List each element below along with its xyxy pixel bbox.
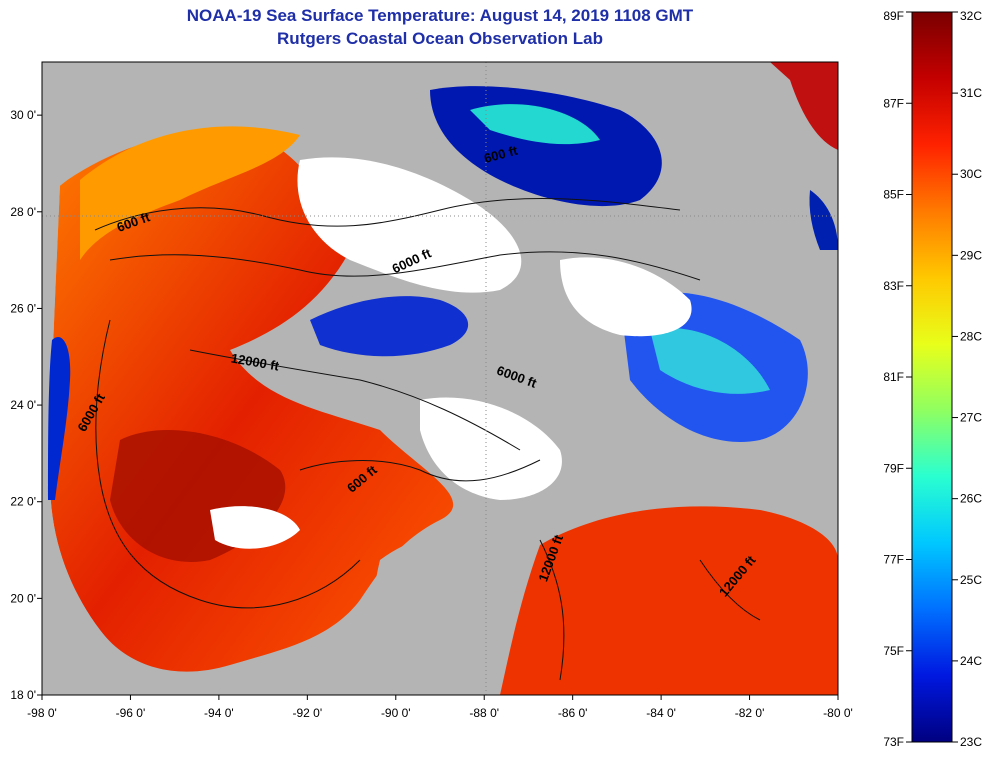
colorbar-f-label: 75F	[883, 644, 904, 658]
lon-tick-label: -90 0'	[381, 706, 411, 720]
lon-tick-label: -94 0'	[204, 706, 234, 720]
colorbar-c-label: 30C	[960, 167, 982, 181]
longitude-axis: -98 0' -96 0' -94 0' -92 0' -90 0' -88 0' -86 …	[27, 695, 853, 720]
colorbar-c-label: 28C	[960, 329, 982, 343]
cloud-gulf-center	[420, 397, 562, 500]
colorbar-f-label: 83F	[883, 279, 904, 293]
colorbar-gradient	[911, 11, 953, 743]
lat-tick-label: 18 0'	[10, 688, 36, 702]
colorbar-f-label: 85F	[883, 188, 904, 202]
colorbar-f-label: 73F	[883, 735, 904, 749]
lon-tick-label: -86 0'	[558, 706, 588, 720]
lat-tick-label: 22 0'	[10, 495, 36, 509]
colorbar-f-label: 79F	[883, 461, 904, 475]
colorbar-c-label: 27C	[960, 411, 982, 425]
lon-tick-label: -84 0'	[646, 706, 676, 720]
sst-florida-coast-cool	[809, 190, 838, 250]
colorbar-c-label: 24C	[960, 654, 982, 668]
colorbar-c-label: 31C	[960, 86, 982, 100]
colorbar-f-label: 81F	[883, 370, 904, 384]
map-title: NOAA-19 Sea Surface Temperature: August …	[186, 6, 694, 25]
sst-orange-north	[80, 126, 300, 260]
map-graticule	[42, 62, 838, 695]
colorbar-f-label: 89F	[883, 9, 904, 23]
lon-tick-label: -88 0'	[469, 706, 499, 720]
sst-cool-band-1	[310, 296, 469, 357]
sst-cool-west-coast	[48, 336, 71, 500]
land-florida	[700, 62, 838, 340]
sst-warm-caribbean	[500, 506, 838, 695]
bathymetry-contours	[94, 197, 761, 681]
sst-cyan-east	[650, 328, 770, 394]
land-us-coast	[42, 62, 700, 200]
colorbar-f-label: 77F	[883, 553, 904, 567]
colorbar-c-label: 23C	[960, 735, 982, 749]
lon-tick-label: -96 0'	[116, 706, 146, 720]
latitude-axis: 30 0' 28 0' 26 0' 24 0' 22 0' 20 0' 18 0'	[10, 108, 42, 702]
map-subtitle: Rutgers Coastal Ocean Observation Lab	[277, 29, 603, 48]
land-cuba	[640, 453, 838, 502]
lat-tick-label: 26 0'	[10, 301, 36, 315]
lat-tick-label: 20 0'	[10, 591, 36, 605]
colorbar-f-label: 87F	[883, 96, 904, 110]
cloud-east	[560, 257, 692, 337]
colorbar-c-label: 32C	[960, 9, 982, 23]
lat-tick-label: 24 0'	[10, 398, 36, 412]
colorbar-fahrenheit-labels: 89F 87F 85F 83F 81F 79F 77F 75F 73F	[883, 9, 912, 749]
cloud-central	[297, 157, 522, 293]
cloud-southwest	[210, 506, 300, 549]
colorbar-c-label: 29C	[960, 248, 982, 262]
lon-tick-label: -82 0'	[735, 706, 765, 720]
colorbar-c-label: 25C	[960, 573, 982, 587]
lon-tick-label: -98 0'	[27, 706, 57, 720]
lon-tick-label: -92 0'	[293, 706, 323, 720]
land-mexico-west	[42, 185, 230, 695]
lon-tick-label: -80 0'	[823, 706, 853, 720]
land-yucatan	[360, 528, 541, 695]
sst-atlantic	[770, 62, 838, 150]
lat-tick-label: 28 0'	[10, 205, 36, 219]
lat-tick-label: 30 0'	[10, 108, 36, 122]
map-frame	[41, 61, 839, 696]
colorbar-c-label: 26C	[960, 492, 982, 506]
colorbar-celsius-labels: 32C 31C 30C 29C 28C 27C 26C 25C 24C 23C	[952, 9, 982, 749]
sst-cyan-north	[470, 104, 600, 145]
